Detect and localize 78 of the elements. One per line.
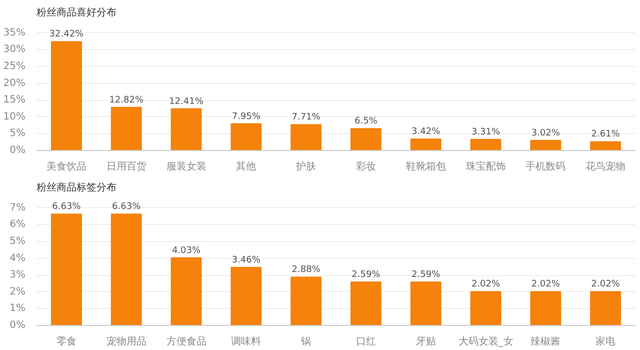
x-tick-label: 珠宝配饰 — [466, 160, 506, 172]
y-tick-label: 25% — [3, 61, 26, 72]
bar — [470, 291, 502, 326]
x-tick-label: 方便食品 — [166, 336, 206, 348]
data-label: 3.02% — [531, 128, 560, 138]
bar — [530, 140, 562, 150]
bar — [110, 214, 142, 326]
y-tick-label: 1% — [10, 303, 26, 314]
x-tick-label: 护肤 — [295, 160, 316, 172]
y-tick-label: 30% — [3, 44, 26, 56]
y-tick-label: 4% — [10, 252, 26, 264]
data-label: 6.63% — [112, 202, 142, 212]
x-tick-label: 锅 — [300, 336, 312, 348]
y-tick-label: 2% — [10, 286, 26, 298]
y-tick-label: 0% — [10, 320, 26, 331]
x-tick-label: 服装女装 — [166, 160, 206, 172]
bar — [530, 291, 562, 326]
data-label: 3.42% — [412, 127, 441, 138]
bar — [410, 138, 442, 150]
x-tick-label: 大码女装_女 — [458, 336, 514, 348]
bar — [590, 141, 622, 150]
bar — [410, 281, 442, 326]
x-tick-label: 鞋靴箱包 — [406, 160, 446, 172]
bar — [290, 276, 322, 326]
bar — [590, 291, 622, 326]
data-label: 3.31% — [471, 127, 500, 138]
x-tick-label: 手机数码 — [526, 160, 566, 172]
x-tick-label: 家电 — [596, 336, 616, 348]
bar — [350, 281, 382, 326]
x-tick-label: 日用百货 — [106, 160, 146, 172]
y-tick-label: 15% — [3, 94, 26, 106]
y-tick-label: 20% — [3, 78, 26, 89]
x-tick-label: 彩妆 — [356, 160, 376, 172]
x-tick-label: 零食 — [56, 336, 76, 348]
data-label: 2.02% — [591, 280, 620, 290]
data-label: 2.02% — [531, 280, 560, 290]
data-label: 6.63% — [52, 202, 82, 212]
x-tick-label: 花鸟宠物 — [586, 160, 626, 172]
x-tick-label: 美食饮品 — [46, 160, 86, 172]
bar — [170, 257, 202, 326]
data-label: 32.42% — [49, 30, 84, 40]
y-tick-label: 35% — [3, 27, 26, 38]
x-tick-label: 其他 — [236, 160, 256, 172]
data-label: 2.61% — [591, 130, 620, 140]
bar — [50, 41, 82, 150]
data-label: 6.5% — [354, 116, 378, 127]
x-tick-label: 口红 — [356, 336, 376, 348]
data-label: 3.46% — [232, 255, 261, 266]
data-label: 7.95% — [232, 112, 261, 122]
data-label: 12.82% — [109, 95, 144, 106]
data-label: 7.71% — [292, 112, 321, 123]
x-tick-label: 宠物用品 — [106, 336, 146, 348]
bar — [170, 108, 202, 150]
bar — [230, 123, 262, 150]
data-label: 2.88% — [292, 265, 321, 276]
bar — [110, 106, 142, 150]
data-label: 12.41% — [169, 96, 204, 107]
bar — [350, 128, 382, 150]
data-label: 2.59% — [352, 270, 381, 280]
y-tick-label: 5% — [10, 236, 26, 248]
x-tick-label: 调味料 — [231, 336, 262, 348]
y-tick-label: 3% — [10, 270, 26, 281]
x-tick-label: 牙贴 — [416, 336, 436, 348]
bar — [290, 124, 322, 150]
data-label: 4.03% — [172, 246, 201, 256]
y-tick-label: 7% — [10, 202, 26, 214]
data-label: 2.02% — [471, 280, 500, 290]
y-tick-label: 5% — [10, 128, 26, 140]
y-tick-label: 0% — [10, 145, 26, 156]
y-tick-label: 10% — [3, 111, 26, 122]
chart-title: 粉丝商品标签分布 — [36, 182, 116, 194]
bar — [50, 214, 82, 326]
x-tick-label: 辣椒酱 — [530, 336, 561, 348]
chart-title: 粉丝商品喜好分布 — [36, 6, 116, 18]
bar — [230, 266, 262, 326]
data-label: 2.59% — [412, 270, 441, 280]
y-tick-label: 6% — [10, 219, 26, 230]
bar — [470, 138, 502, 150]
